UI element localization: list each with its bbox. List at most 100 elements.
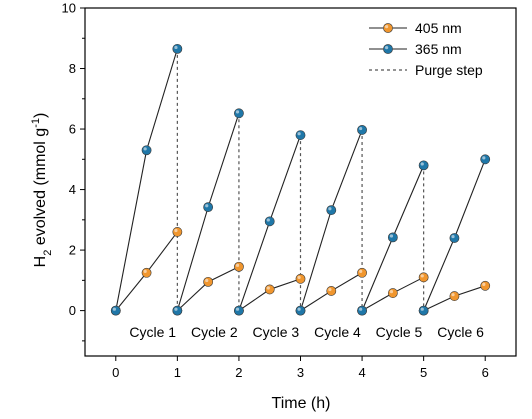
y-tick-label: 8: [69, 61, 76, 76]
data-point-405-nm: [295, 273, 306, 284]
y-tick-label: 0: [69, 303, 76, 318]
marker-body: [172, 305, 183, 316]
marker-body: [480, 154, 491, 165]
x-tick-label: 0: [112, 365, 119, 380]
marker-body: [418, 160, 429, 171]
data-point-365-nm: [234, 108, 244, 119]
data-point-365-nm: [234, 305, 244, 316]
data-point-365-nm: [387, 232, 398, 243]
marker-highlight: [205, 278, 209, 283]
cycle-label: Cycle 1: [129, 324, 176, 340]
data-point-365-nm: [418, 305, 429, 316]
x-tick-label: 1: [174, 365, 181, 380]
data-point-365-nm: [357, 125, 367, 135]
data-point-405-nm: [418, 272, 429, 283]
legend-item: 365 nm: [369, 41, 462, 57]
marker-body: [203, 202, 214, 213]
marker-highlight: [205, 204, 209, 208]
marker-body: [326, 286, 337, 296]
marker-highlight: [174, 307, 178, 311]
marker-highlight: [297, 307, 301, 311]
data-point-365-nm: [326, 205, 337, 216]
marker-highlight: [385, 46, 389, 50]
marker-highlight: [328, 287, 332, 292]
marker-body: [357, 305, 367, 316]
cycle-label: Cycle 2: [191, 324, 238, 340]
marker-body: [141, 145, 152, 156]
marker-body: [234, 108, 244, 119]
marker-highlight: [266, 218, 270, 222]
marker-highlight: [174, 45, 178, 50]
marker-body: [418, 272, 429, 283]
x-tick-label: 4: [358, 365, 365, 380]
marker-body: [449, 291, 460, 301]
marker-highlight: [174, 228, 178, 233]
data-point-365-nm: [172, 305, 183, 316]
data-point-405-nm: [141, 267, 152, 278]
marker-highlight: [143, 147, 147, 151]
data-point-365-nm: [141, 145, 152, 156]
marker-highlight: [359, 307, 363, 311]
marker-highlight: [451, 293, 455, 297]
marker-body: [449, 233, 460, 243]
data-point-365-nm: [295, 130, 306, 140]
y-tick-label: 10: [62, 1, 76, 16]
marker-highlight: [143, 269, 147, 273]
marker-body: [295, 273, 306, 284]
marker-highlight: [389, 290, 394, 294]
marker-highlight: [112, 307, 116, 311]
x-tick-label: 6: [482, 365, 489, 380]
legend-label: 405 nm: [415, 20, 462, 36]
marker-highlight: [235, 110, 240, 114]
data-point-405-nm: [387, 288, 398, 298]
y-tick-label: 2: [69, 243, 76, 258]
x-tick-label: 2: [235, 365, 242, 380]
marker-highlight: [328, 207, 332, 211]
cycle-label: Cycle 3: [253, 324, 300, 340]
y-axis-title: H2 evolved (mmol g-1): [30, 113, 54, 268]
marker-body: [203, 276, 214, 287]
marker-body: [234, 305, 244, 316]
marker-body: [141, 267, 152, 278]
legend-item: 405 nm: [369, 20, 462, 36]
data-point-365-nm: [110, 305, 121, 316]
data-point-405-nm: [480, 280, 491, 291]
data-point-365-nm: [203, 202, 214, 213]
data-point-365-nm: [295, 305, 306, 316]
data-point-405-nm: [172, 227, 183, 237]
data-point-365-nm: [449, 233, 460, 243]
marker-highlight: [297, 132, 301, 136]
marker-body: [357, 267, 367, 278]
marker-body: [383, 23, 393, 33]
marker-highlight: [266, 286, 270, 290]
marker-body: [172, 227, 183, 237]
marker-body: [326, 205, 337, 216]
legend-label: 365 nm: [415, 41, 462, 57]
marker-highlight: [235, 263, 240, 267]
marker-body: [480, 280, 491, 291]
legend-label: Purge step: [415, 62, 483, 78]
marker-body: [172, 43, 183, 54]
data-point-365-nm: [172, 43, 183, 54]
legend-marker: [383, 23, 393, 33]
marker-highlight: [420, 274, 424, 278]
marker-body: [357, 125, 367, 135]
data-point-365-nm: [357, 305, 367, 316]
legend-item: Purge step: [369, 62, 483, 78]
cycle-label: Cycle 4: [314, 324, 361, 340]
legend-marker: [383, 44, 393, 54]
marker-body: [295, 130, 306, 140]
data-point-405-nm: [234, 261, 244, 272]
marker-body: [110, 305, 121, 316]
marker-highlight: [235, 307, 240, 311]
data-point-365-nm: [264, 216, 275, 227]
marker-body: [264, 216, 275, 227]
marker-body: [264, 284, 275, 295]
marker-highlight: [385, 25, 389, 29]
marker-highlight: [297, 275, 301, 280]
marker-highlight: [359, 269, 363, 273]
marker-highlight: [420, 162, 424, 166]
data-point-405-nm: [357, 267, 367, 278]
cycle-label: Cycle 6: [437, 324, 484, 340]
